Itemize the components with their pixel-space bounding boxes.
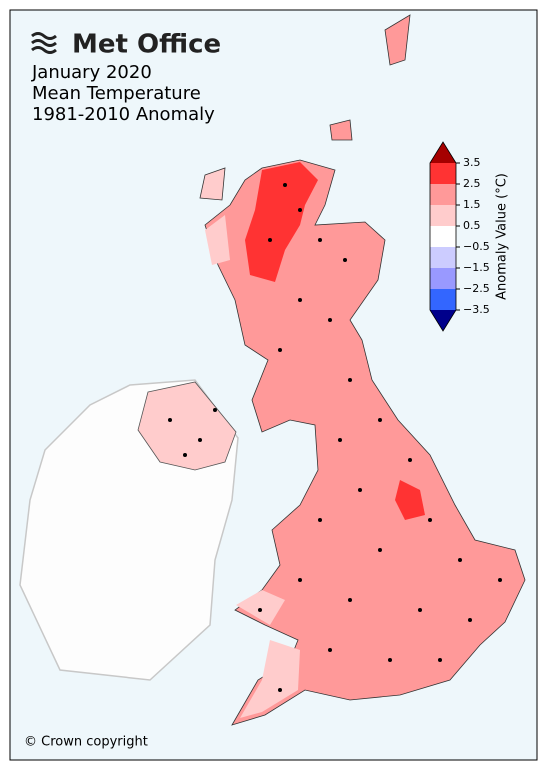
logo-text: Met Office xyxy=(72,30,221,60)
warm-area xyxy=(395,480,425,520)
colorbar-tick-label: 3.5 xyxy=(463,156,481,169)
cool-area xyxy=(205,215,230,265)
colorbar-band xyxy=(430,184,456,205)
logo: Met Office xyxy=(31,30,221,60)
title-line: January 2020 xyxy=(31,62,152,83)
colorbar-tick-label: −0.5 xyxy=(463,240,490,253)
colorbar-band xyxy=(430,268,456,289)
colorbar-band xyxy=(430,205,456,226)
great-britain xyxy=(204,159,526,726)
cool-area xyxy=(236,590,285,625)
stations xyxy=(168,183,502,692)
copyright: © Crown copyright xyxy=(24,735,148,750)
colorbar-tick-label: −1.5 xyxy=(463,261,490,274)
colorbar-band xyxy=(430,163,456,184)
colorbar-tick-label: 2.5 xyxy=(463,177,481,190)
island xyxy=(384,14,411,66)
island xyxy=(329,119,353,141)
title-line: 1981-2010 Anomaly xyxy=(32,104,215,125)
colorbar-band xyxy=(430,247,456,268)
warm-area xyxy=(245,162,318,282)
colorbar-over xyxy=(430,142,456,163)
title-line: Mean Temperature xyxy=(32,83,201,104)
island xyxy=(199,167,226,201)
colorbar-tick-label: −3.5 xyxy=(463,303,490,316)
colorbar: 3.5 2.5 1.5 0.5 −0.5 −1.5 −2.5 −3.5 Anomaly Valu… xyxy=(429,141,510,332)
colorbar-tick-label: 1.5 xyxy=(463,198,481,211)
colorbar-band xyxy=(430,226,456,247)
cool-area xyxy=(240,640,300,718)
colorbar-tick-label: −2.5 xyxy=(463,282,490,295)
colorbar-band xyxy=(430,289,456,310)
colorbar-under xyxy=(430,310,456,331)
northern-ireland xyxy=(137,381,237,471)
colorbar-tick-label: 0.5 xyxy=(463,219,481,232)
colorbar-label: Anomaly Value (°C) xyxy=(495,173,510,300)
